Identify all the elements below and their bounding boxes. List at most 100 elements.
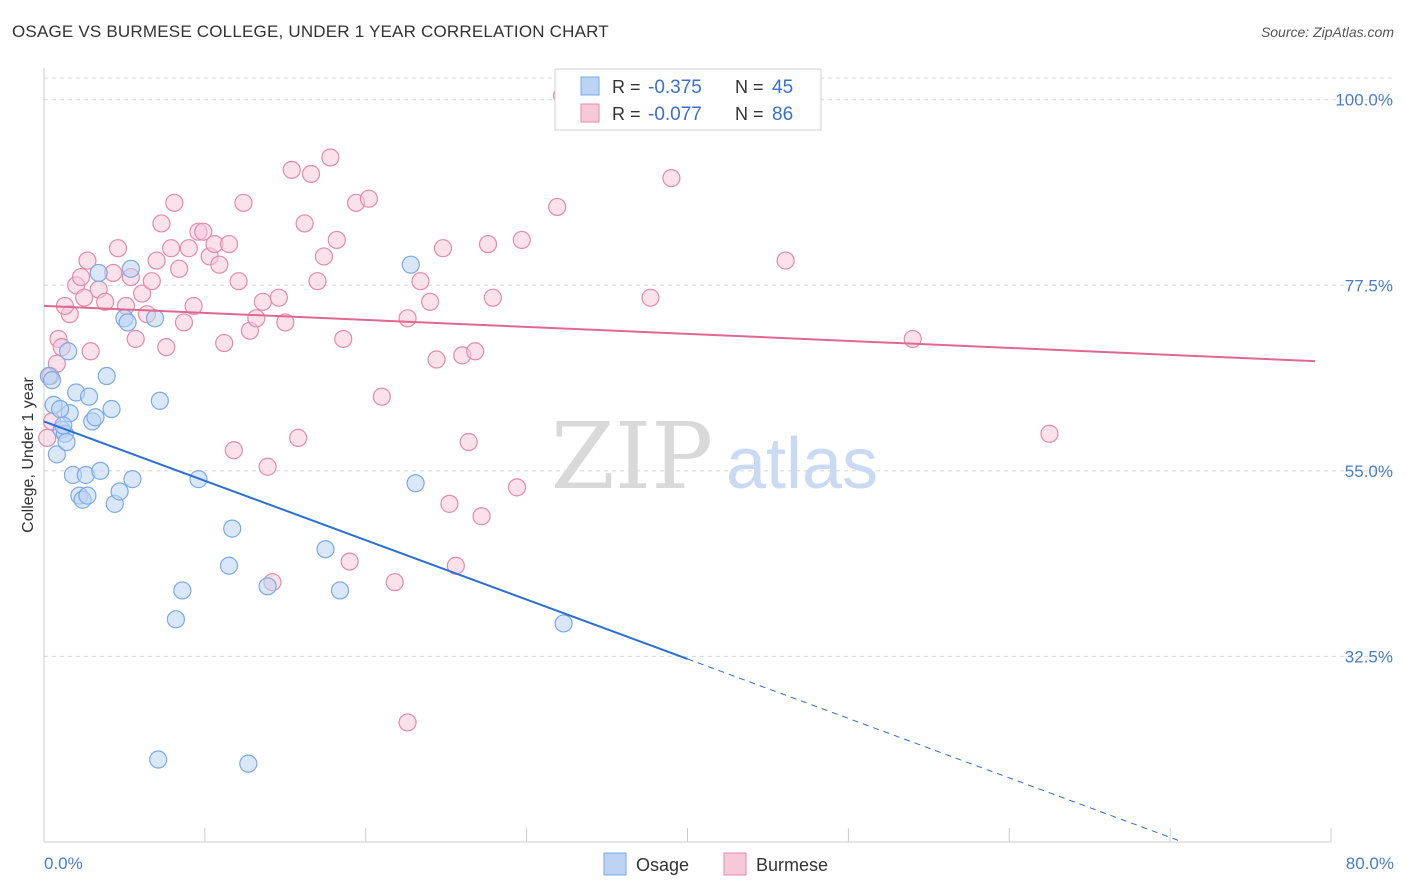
burmese-point	[548, 197, 567, 217]
burmese-point	[78, 251, 97, 270]
osage-point	[110, 482, 129, 501]
burmese-point	[142, 272, 161, 291]
osage-point	[91, 461, 110, 480]
bottom-legend-burmese-label: Burmese	[756, 855, 828, 875]
osage-point	[239, 754, 258, 773]
source-label: Source: ZipAtlas.com	[1260, 24, 1394, 40]
burmese-point	[258, 457, 277, 476]
legend-osage-swatch	[580, 76, 600, 96]
burmese-point	[224, 441, 243, 460]
osage-point	[173, 581, 192, 600]
burmese-point	[372, 387, 391, 406]
legend-osage-r-value: -0.375	[648, 77, 702, 98]
burmese-point	[276, 313, 295, 332]
burmese-point	[327, 230, 346, 250]
chart-title: OSAGE VS BURMESE COLLEGE, UNDER 1 YEAR C…	[12, 22, 609, 41]
x-tick-label-max: 80.0%	[1346, 854, 1394, 873]
burmese-point	[776, 251, 795, 270]
burmese-point	[385, 573, 404, 592]
burmese-point	[421, 292, 440, 311]
burmese-point	[340, 552, 359, 571]
burmese-point	[472, 507, 491, 526]
osage-point	[258, 577, 277, 596]
series-legend: Osage Burmese	[603, 852, 828, 876]
x-tick-label-min: 0.0%	[44, 854, 83, 873]
watermark-zip: ZIP	[551, 403, 713, 510]
legend-burmese-n-label: N =	[735, 104, 764, 124]
osage-point	[223, 519, 242, 538]
burmese-point	[170, 259, 189, 278]
burmese-point	[184, 296, 203, 316]
osage-point	[57, 432, 76, 452]
burmese-point	[512, 230, 531, 250]
osage-point	[97, 366, 116, 386]
osage-point	[47, 445, 66, 464]
legend-osage-n-value: 45	[772, 77, 793, 98]
burmese-point	[459, 432, 478, 452]
osage-point	[59, 342, 78, 361]
osage-point	[121, 259, 140, 278]
bottom-legend-osage-swatch	[603, 852, 627, 876]
osage-point	[150, 391, 169, 410]
burmese-point	[289, 428, 308, 447]
burmese-point	[507, 478, 527, 497]
burmese-point	[229, 272, 248, 291]
burmese-point	[411, 272, 430, 291]
burmese-point	[1040, 424, 1059, 443]
burmese-point	[295, 214, 314, 233]
burmese-point	[133, 284, 152, 303]
burmese-point	[126, 329, 145, 349]
y-tick-label: 32.5%	[1345, 647, 1393, 666]
y-tick-label: 55.0%	[1345, 462, 1393, 481]
burmese-point	[75, 288, 94, 307]
burmese-point	[165, 193, 184, 212]
burmese-point	[147, 251, 166, 270]
burmese-point	[478, 234, 498, 254]
osage-point	[330, 581, 350, 600]
burmese-point	[427, 350, 446, 369]
osage-point	[401, 255, 420, 274]
bottom-legend-burmese-swatch	[723, 852, 747, 876]
burmese-point	[247, 309, 266, 328]
legend-burmese-swatch	[580, 103, 600, 123]
burmese-point	[282, 160, 301, 179]
burmese-point	[662, 168, 681, 188]
osage-point	[118, 313, 137, 332]
burmese-point	[194, 222, 213, 241]
burmese-point	[38, 428, 57, 447]
burmese-point	[321, 148, 340, 167]
y-tick-label: 100.0%	[1335, 91, 1393, 110]
bottom-legend-osage-label: Osage	[636, 855, 689, 875]
burmese-point	[219, 234, 239, 254]
watermark: ZIP atlas	[551, 403, 878, 510]
osage-point	[89, 263, 108, 283]
legend-burmese-r-value: -0.077	[648, 104, 702, 125]
correlation-legend: R = -0.375 N = 45 R = -0.077 N = 86	[554, 68, 822, 131]
gridlines: 32.5% 55.0% 77.5% 100.0%	[44, 77, 1393, 666]
legend-burmese-n-value: 86	[772, 104, 793, 125]
burmese-point	[215, 333, 234, 353]
osage-point	[166, 610, 186, 629]
burmese-point	[71, 267, 91, 287]
legend-osage-r-label: R =	[612, 77, 641, 97]
y-axis-label: College, Under 1 year	[20, 377, 37, 533]
burmese-point	[301, 164, 321, 184]
osage-point	[406, 474, 425, 493]
osage-point	[86, 408, 105, 427]
osage-point	[149, 750, 168, 769]
burmese-point	[308, 272, 327, 291]
axes	[43, 68, 1332, 843]
osage-point	[79, 387, 99, 406]
osage-point	[123, 470, 142, 489]
burmese-points	[38, 86, 1059, 732]
burmese-point	[210, 255, 229, 274]
burmese-point	[234, 193, 253, 212]
burmese-point	[334, 329, 353, 349]
osage-point	[145, 309, 165, 328]
burmese-point	[641, 288, 660, 307]
legend-burmese-r-label: R =	[612, 104, 641, 124]
burmese-point	[433, 239, 453, 258]
y-tick-label: 77.5%	[1345, 276, 1393, 295]
osage-point	[78, 486, 97, 505]
burmese-point	[359, 189, 379, 208]
